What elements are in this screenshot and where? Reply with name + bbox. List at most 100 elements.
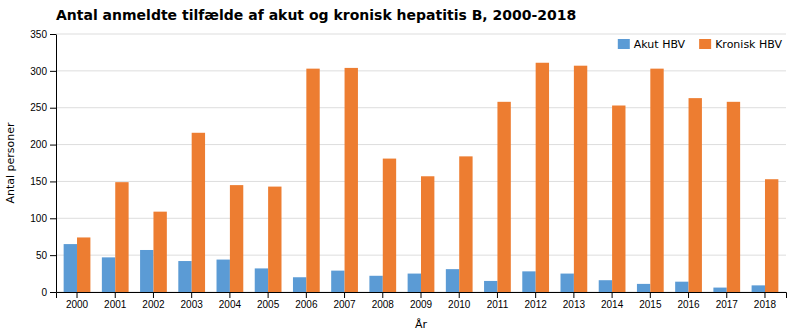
grid-line xyxy=(56,70,786,71)
x-tick-label: 2017 xyxy=(716,299,739,310)
y-tick-mark xyxy=(50,292,56,293)
plot: 0501001502002503003502000200120022003200… xyxy=(30,29,786,310)
y-tick-mark xyxy=(50,181,56,182)
x-tick-label: 2004 xyxy=(219,299,242,310)
y-tick-label: 50 xyxy=(36,250,48,261)
y-tick-label: 0 xyxy=(41,287,47,298)
legend-swatch xyxy=(699,39,711,49)
x-tick: 2018 xyxy=(754,292,777,310)
x-tick-mark xyxy=(268,292,269,298)
bar xyxy=(459,156,472,292)
x-tick-mark xyxy=(688,292,689,298)
x-tick: 2000 xyxy=(66,292,89,310)
y-tick: 50 xyxy=(36,250,56,261)
bar xyxy=(331,271,344,292)
bar xyxy=(675,282,688,292)
x-tick-label: 2003 xyxy=(181,299,204,310)
x-tick-mark xyxy=(573,292,574,298)
legend-label: Akut HBV xyxy=(634,38,686,51)
x-tick: 2013 xyxy=(563,292,586,310)
bar xyxy=(217,260,230,292)
y-tick: 0 xyxy=(41,287,56,298)
bar xyxy=(192,133,205,292)
x-tick-label: 2018 xyxy=(754,299,777,310)
x-tick: 2015 xyxy=(639,292,662,310)
x-tick-mark xyxy=(229,292,230,298)
bar xyxy=(765,179,778,292)
x-tick: 2005 xyxy=(257,292,280,310)
bar xyxy=(689,98,702,292)
y-tick-label: 200 xyxy=(30,139,47,150)
y-tick-mark xyxy=(50,145,56,146)
x-tick-label: 2006 xyxy=(295,299,318,310)
x-tick-mark xyxy=(726,292,727,298)
y-tick: 350 xyxy=(30,29,56,40)
y-tick: 250 xyxy=(30,102,56,113)
x-tick-label: 2010 xyxy=(448,299,471,310)
y-tick-label: 350 xyxy=(30,29,47,40)
y-tick-mark xyxy=(50,255,56,256)
bars xyxy=(64,63,779,292)
x-tick-label: 2011 xyxy=(487,299,509,310)
x-tick: 2016 xyxy=(677,292,700,310)
x-tick: 2007 xyxy=(333,292,356,310)
x-axis: 2000200120022003200420052006200720082009… xyxy=(57,292,787,310)
y-axis-label: Antal personer xyxy=(4,122,17,204)
bar xyxy=(345,68,358,292)
title: Antal anmeldte tilfælde af akut og kroni… xyxy=(56,7,576,23)
bar xyxy=(383,159,396,292)
x-tick-mark xyxy=(535,292,536,298)
x-tick-label: 2007 xyxy=(333,299,356,310)
bar xyxy=(421,176,434,292)
x-tick-mark xyxy=(306,292,307,298)
bar xyxy=(561,274,574,292)
x-tick-label: 2002 xyxy=(142,299,165,310)
legend: Akut HBV Kronisk HBV xyxy=(618,38,783,51)
x-tick-mark xyxy=(191,292,192,298)
x-tick-label: 2016 xyxy=(677,299,700,310)
bar xyxy=(574,66,587,292)
bar xyxy=(306,69,319,292)
bar xyxy=(255,268,268,292)
y-tick: 300 xyxy=(30,66,56,77)
bar xyxy=(293,277,306,292)
x-tick: 2014 xyxy=(601,292,624,310)
x-tick-label: 2012 xyxy=(525,299,548,310)
grid-line xyxy=(56,34,786,35)
bar xyxy=(115,182,128,292)
x-tick-mark xyxy=(115,292,116,298)
x-tick: 2009 xyxy=(410,292,433,310)
x-tick: 2010 xyxy=(448,292,471,310)
x-tick-label: 2008 xyxy=(372,299,395,310)
y-tick-mark xyxy=(50,34,56,35)
bar xyxy=(408,274,421,292)
y-axis-line xyxy=(56,35,57,293)
x-tick-mark xyxy=(153,292,154,298)
legend-label: Kronisk HBV xyxy=(715,38,782,51)
x-tick: 2017 xyxy=(716,292,739,310)
x-tick-mark xyxy=(459,292,460,298)
x-tick-mark xyxy=(421,292,422,298)
bar xyxy=(77,237,90,292)
bar xyxy=(178,261,191,292)
x-tick-label: 2009 xyxy=(410,299,433,310)
x-tick-mark xyxy=(650,292,651,298)
legend-item: Kronisk HBV xyxy=(699,38,782,51)
chart: 0501001502002503003502000200120022003200… xyxy=(0,0,800,336)
legend-item: Akut HBV xyxy=(618,38,686,51)
y-tick-label: 300 xyxy=(30,66,47,77)
bar xyxy=(102,257,115,292)
bar xyxy=(64,244,77,292)
x-tick-label: 2000 xyxy=(66,299,89,310)
bar xyxy=(230,185,243,292)
bar xyxy=(268,187,281,292)
x-tick-mark xyxy=(612,292,613,298)
bar xyxy=(713,288,726,292)
bar xyxy=(446,269,459,292)
x-tick: 2006 xyxy=(295,292,318,310)
bar xyxy=(637,284,650,292)
x-tick: 2012 xyxy=(525,292,548,310)
grid-line xyxy=(56,107,786,108)
bar xyxy=(522,271,535,292)
y-axis: 050100150200250300350 xyxy=(30,29,56,298)
